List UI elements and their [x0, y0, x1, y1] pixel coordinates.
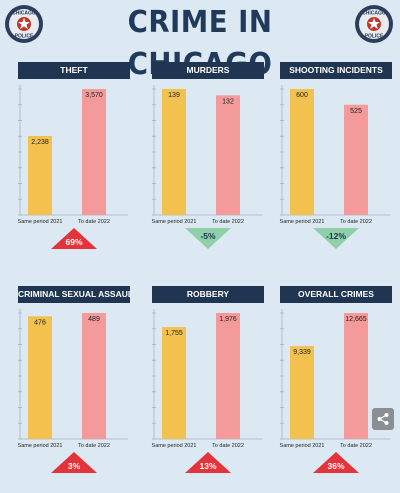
shooting-incidents-chart: 600 Same period 2021 525 To date 2022 -12% — [280, 85, 390, 249]
bar — [344, 104, 368, 215]
change-up-triangle — [51, 452, 97, 473]
chart-title: ROBBERY — [152, 286, 264, 303]
category-label: Same period 2021 — [18, 219, 63, 225]
bar — [290, 346, 314, 439]
change-percent-label: -5% — [200, 231, 216, 241]
bar — [216, 313, 240, 439]
category-label: To date 2022 — [78, 443, 110, 449]
murders-chart: 139 Same period 2021 132 To date 2022 -5% — [152, 85, 262, 249]
category-label: Same period 2021 — [18, 443, 63, 449]
chart-title: CRIMINAL SEXUAL ASSAULT — [18, 286, 130, 303]
category-label: To date 2022 — [78, 219, 110, 225]
category-label: Same period 2021 — [280, 443, 325, 449]
category-label: Same period 2021 — [152, 443, 197, 449]
bar — [162, 327, 186, 439]
shooting-incidents-chart-panel: SHOOTING INCIDENTS 600 Same period 2021 52… — [280, 62, 392, 252]
data-label: 1,755 — [165, 330, 183, 337]
badge-bottom-text: POLICE — [15, 34, 34, 40]
category-label: Same period 2021 — [152, 219, 197, 225]
share-icon — [377, 413, 389, 425]
change-up-triangle — [313, 452, 359, 473]
data-label: 139 — [168, 92, 180, 99]
bar — [82, 89, 106, 215]
bar — [216, 95, 240, 215]
theft-chart: 2,238 Same period 2021 3,570 To date 2022 69… — [18, 85, 128, 249]
bar — [28, 316, 52, 439]
change-percent-label: -12% — [326, 231, 346, 241]
badge-top-text: CHICAGO — [362, 11, 386, 17]
share-button[interactable] — [372, 408, 394, 430]
data-label: 2,238 — [31, 139, 49, 146]
change-percent-label: 36% — [327, 461, 344, 471]
data-label: 489 — [88, 316, 100, 323]
data-label: 9,339 — [293, 349, 311, 356]
chart-title: OVERALL CRIMES — [280, 286, 392, 303]
change-down-triangle — [313, 228, 359, 249]
overall-crimes-chart: 9,339 Same period 2021 12,665 To date 2022 3… — [280, 309, 390, 473]
change-percent-label: 3% — [68, 461, 81, 471]
chart-title: SHOOTING INCIDENTS — [280, 62, 392, 79]
bar — [162, 89, 186, 215]
change-percent-label: 13% — [199, 461, 216, 471]
category-label: Same period 2021 — [280, 219, 325, 225]
chicago-police-badge-icon: CHICAGO POLICE — [355, 5, 393, 43]
bar — [82, 313, 106, 439]
badge-top-text: CHICAGO — [12, 11, 36, 17]
category-label: To date 2022 — [340, 443, 372, 449]
robbery-chart-panel: ROBBERY 1,755 Same period 2021 1,976 To dat… — [152, 286, 264, 476]
murders-chart-panel: MURDERS 139 Same period 2021 132 To date 20… — [152, 62, 264, 252]
category-label: To date 2022 — [212, 443, 244, 449]
overall-crimes-chart-panel: OVERALL CRIMES 9,339 Same period 2021 12,6… — [280, 286, 392, 476]
category-label: To date 2022 — [212, 219, 244, 225]
change-up-triangle — [185, 452, 231, 473]
badge-bottom-text: POLICE — [365, 34, 384, 40]
bar — [28, 136, 52, 215]
data-label: 476 — [34, 319, 46, 326]
change-down-triangle — [185, 228, 231, 249]
data-label: 1,976 — [219, 316, 237, 323]
bar — [344, 313, 368, 439]
chart-title: THEFT — [18, 62, 130, 79]
change-percent-label: 69% — [65, 237, 82, 247]
data-label: 12,665 — [345, 316, 367, 323]
chicago-police-badge-icon: CHICAGO POLICE — [5, 5, 43, 43]
data-label: 525 — [350, 108, 362, 115]
bar — [290, 89, 314, 215]
criminal-sexual-assault-chart-panel: CRIMINAL SEXUAL ASSAULT 476 Same period 2… — [18, 286, 130, 476]
theft-chart-panel: THEFT 2,238 Same period 2021 3,570 To date … — [18, 62, 130, 252]
header: CHICAGO POLICE CRIME IN CHICAGO CHICAGO … — [0, 0, 400, 82]
robbery-chart: 1,755 Same period 2021 1,976 To date 2022 13… — [152, 309, 262, 473]
change-up-triangle — [51, 228, 97, 249]
data-label: 132 — [222, 98, 234, 105]
data-label: 600 — [296, 92, 308, 99]
data-label: 3,570 — [85, 92, 103, 99]
chart-title: MURDERS — [152, 62, 264, 79]
category-label: To date 2022 — [340, 219, 372, 225]
criminal-sexual-assault-chart: 476 Same period 2021 489 To date 2022 3% — [18, 309, 128, 473]
